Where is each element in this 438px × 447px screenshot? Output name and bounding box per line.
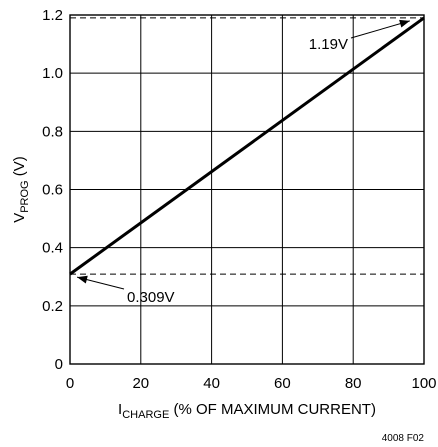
x-axis-label: ICHARGE (% OF MAXIMUM CURRENT) bbox=[118, 401, 376, 421]
y-tick-label-2: 0.4 bbox=[42, 240, 63, 257]
series-line-0 bbox=[69, 16, 425, 276]
series-group bbox=[69, 16, 425, 276]
y-tick-label-6: 1.2 bbox=[42, 7, 63, 24]
grid bbox=[69, 14, 425, 365]
figure-id: 4008 F02 bbox=[382, 433, 425, 444]
x-tick-label-0: 0 bbox=[66, 375, 74, 392]
annotation-0-309v: 0.309V bbox=[127, 289, 175, 306]
y-tick-label-4: 0.8 bbox=[42, 123, 63, 140]
y-tick-label-0: 0 bbox=[55, 356, 63, 373]
annotation-1-19v: 1.19V bbox=[309, 36, 348, 53]
y-tick-labels: 0 0.2 0.4 0.6 0.8 1.0 1.2 bbox=[42, 7, 63, 373]
reference-lines bbox=[70, 17, 424, 275]
y-tick-label-1: 0.2 bbox=[42, 298, 63, 315]
x-tick-label-2: 40 bbox=[203, 375, 220, 392]
x-tick-label-3: 60 bbox=[274, 375, 291, 392]
y-axis-label: VPROG (V) bbox=[11, 156, 31, 223]
annotation-arrow-1-19v bbox=[350, 20, 410, 39]
annotation-arrowhead-1-19v bbox=[399, 19, 410, 28]
x-tick-label-5: 100 bbox=[411, 375, 436, 392]
plot-border bbox=[69, 14, 425, 365]
x-tick-labels: 0 20 40 60 80 100 bbox=[66, 375, 437, 392]
y-tick-label-5: 1.0 bbox=[42, 65, 63, 82]
x-tick-label-1: 20 bbox=[132, 375, 149, 392]
x-tick-label-4: 80 bbox=[345, 375, 362, 392]
y-tick-label-3: 0.6 bbox=[42, 182, 63, 199]
annotation-arrowhead-0-309v bbox=[77, 275, 88, 284]
annotations: 1.19V 0.309V bbox=[76, 19, 410, 306]
